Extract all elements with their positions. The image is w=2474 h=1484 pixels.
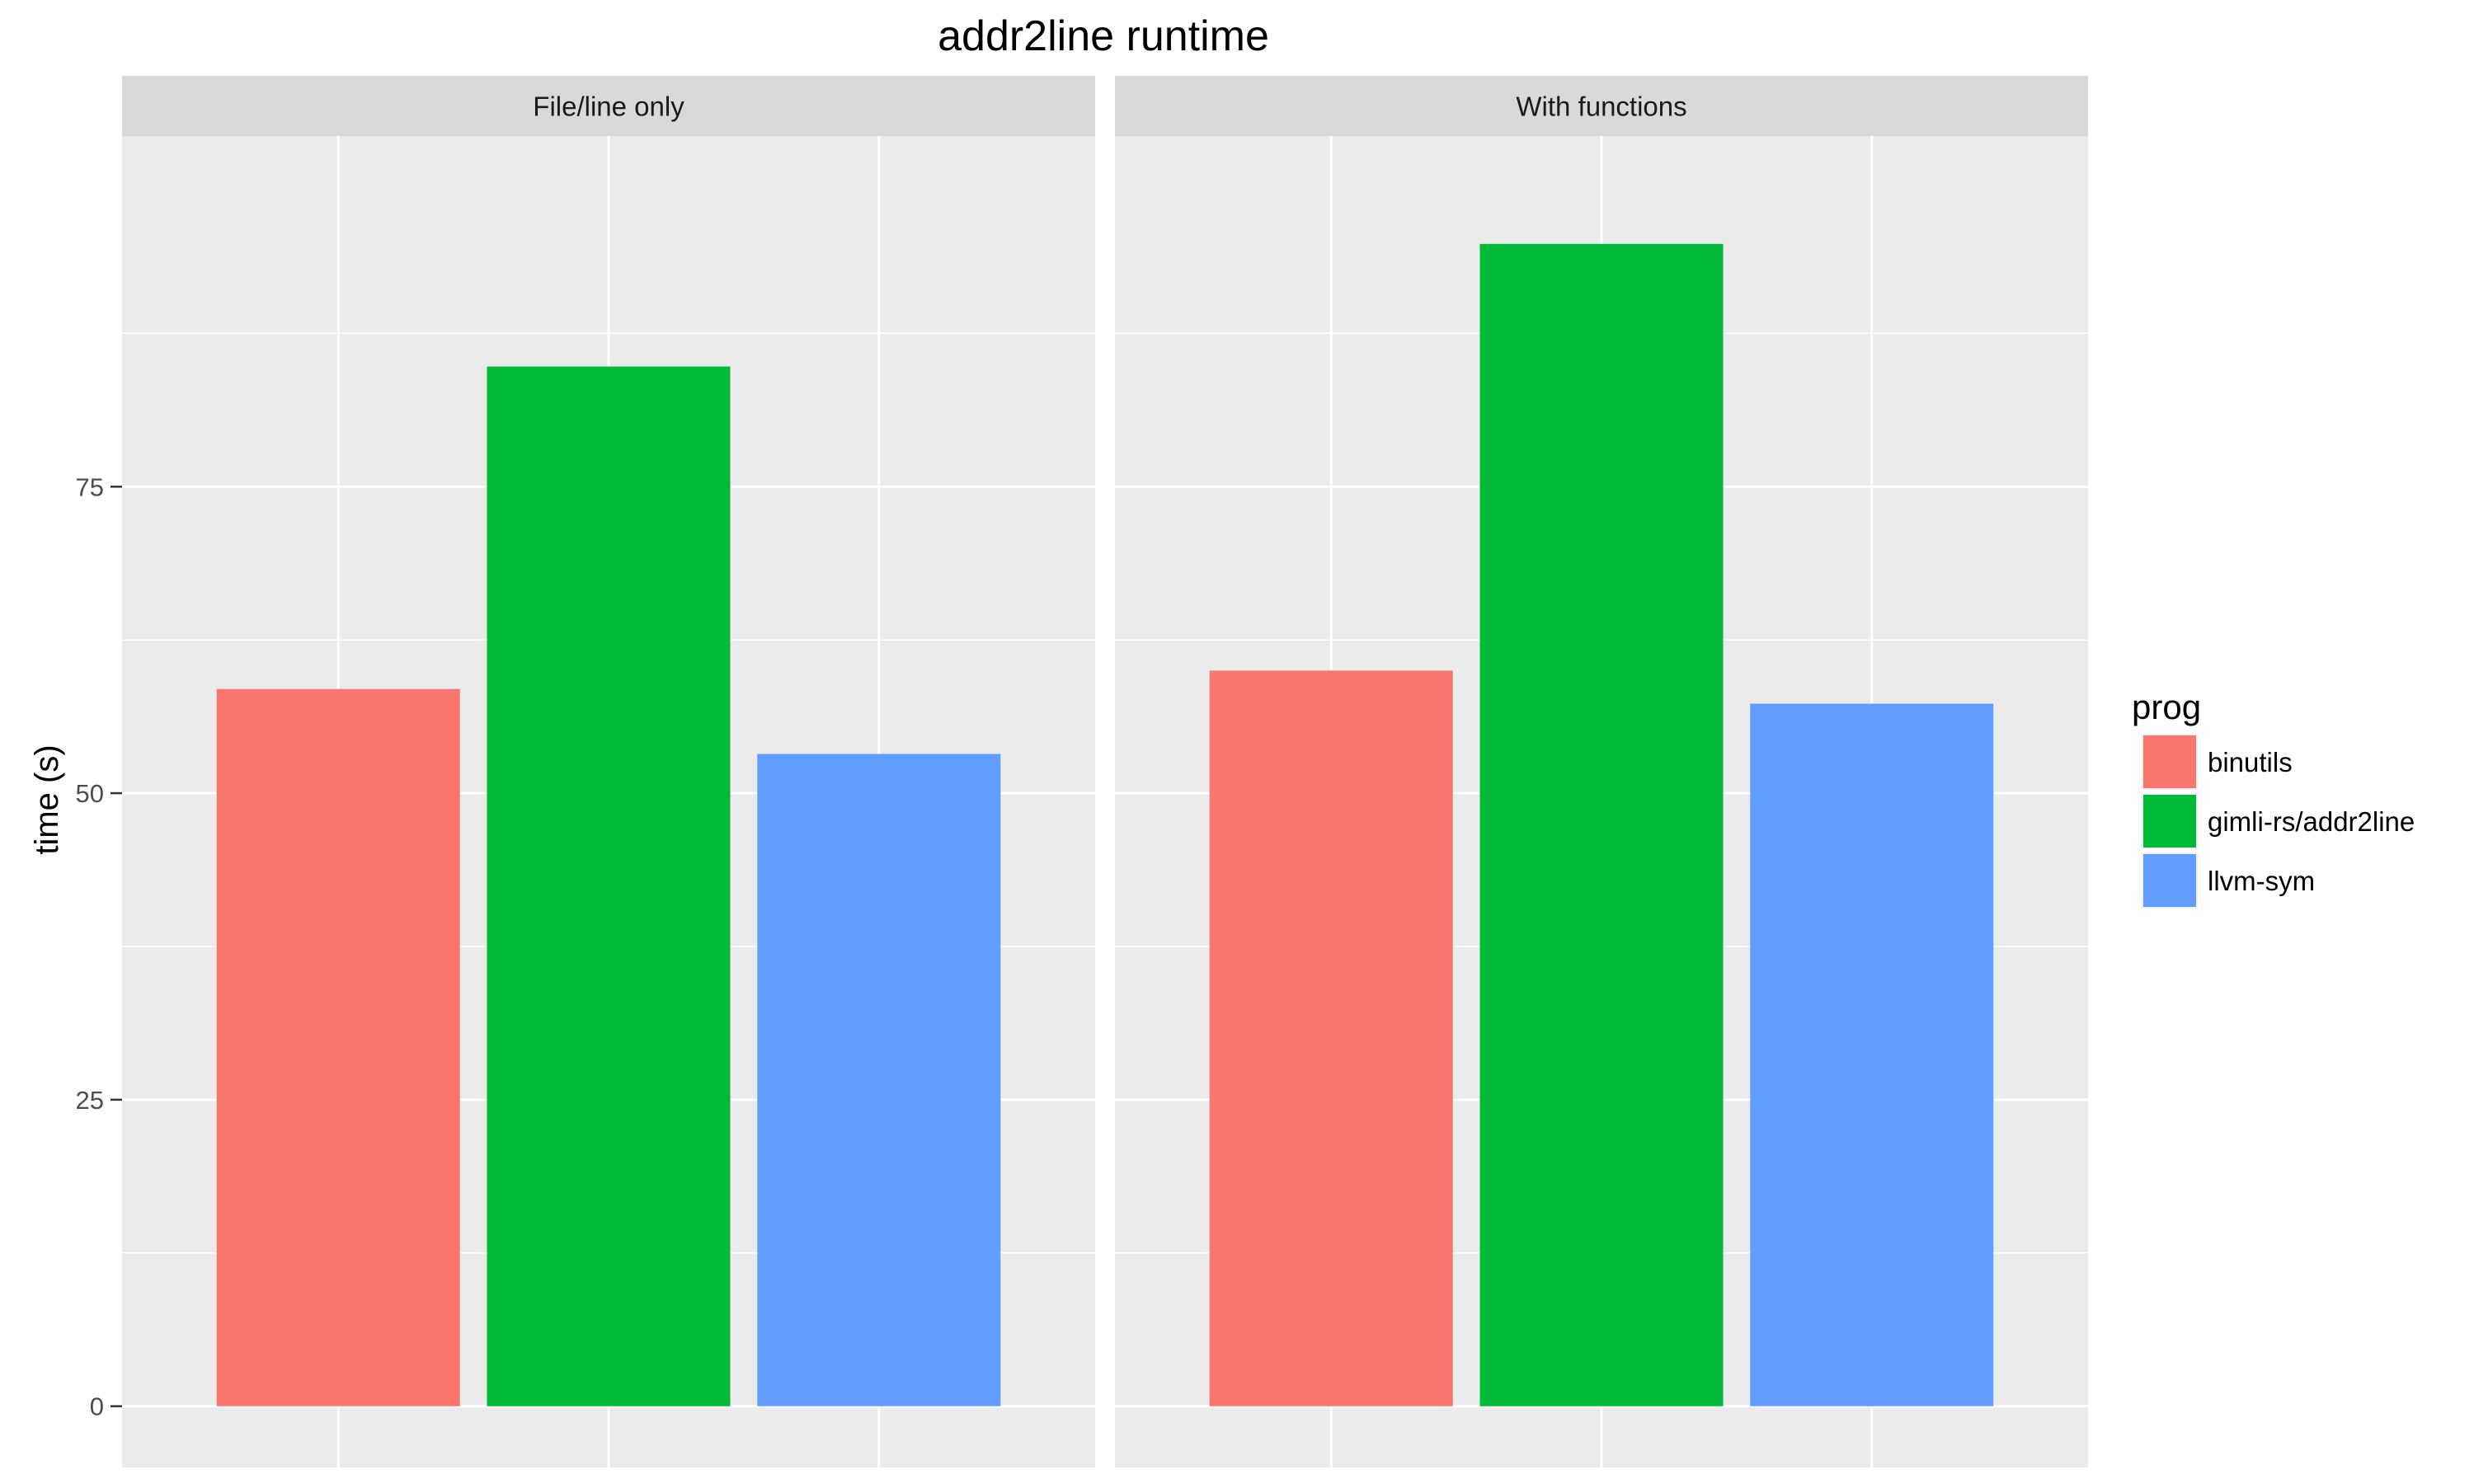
panel-0: File/line only <box>122 76 1095 1468</box>
y-tick-label: 25 <box>76 1086 104 1115</box>
strip-background <box>1115 76 2088 136</box>
strip-background <box>122 76 1095 136</box>
legend-key-swatch <box>2143 735 2196 788</box>
bar-llvm-sym <box>1750 703 1994 1407</box>
legend-title: prog <box>2132 688 2201 726</box>
legend-label: binutils <box>2208 747 2293 777</box>
legend: prog binutils gimli-rs/addr2line llvm-sym <box>2132 688 2415 909</box>
bar-llvm-sym <box>757 754 1001 1407</box>
legend-key-swatch <box>2143 795 2196 848</box>
legend-items: binutils gimli-rs/addr2line llvm-sym <box>2142 734 2415 909</box>
y-tick-label: 0 <box>90 1392 104 1421</box>
panel-label: With functions <box>1516 92 1686 122</box>
bar-gimli-rs-addr2line <box>1479 243 1724 1407</box>
bar-gimli-rs-addr2line <box>487 366 731 1407</box>
legend-key-swatch <box>2143 854 2196 907</box>
panels-group: File/line only With functions <box>122 76 2088 1468</box>
y-axis: 0 25 50 75 <box>76 472 122 1421</box>
y-axis-title: time (s) <box>29 744 65 854</box>
y-tick-label: 75 <box>76 472 104 501</box>
chart-title: addr2line runtime <box>938 12 1269 60</box>
panel-1: With functions <box>1115 76 2088 1468</box>
y-tick-label: 50 <box>76 779 104 808</box>
legend-label: gimli-rs/addr2line <box>2208 806 2415 837</box>
panel-label: File/line only <box>533 92 684 122</box>
bar-binutils <box>1209 670 1453 1407</box>
bar-binutils <box>216 688 460 1407</box>
legend-label: llvm-sym <box>2208 866 2315 896</box>
